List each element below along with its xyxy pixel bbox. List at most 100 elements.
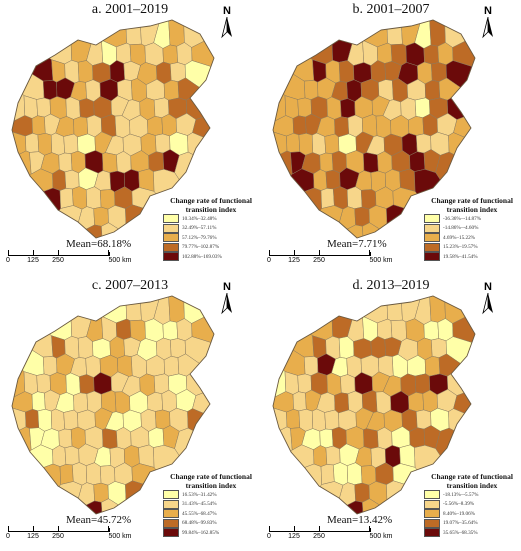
- region-cell: [285, 372, 299, 395]
- scale-label: 250: [313, 533, 325, 540]
- legend-label: -14.86%–-4.60%: [443, 225, 478, 231]
- legend-item: 19.07%–35.64%: [424, 519, 520, 529]
- region-cell: [340, 99, 355, 118]
- mean-value: Mean=45.72%: [66, 514, 131, 526]
- region-cell: [60, 464, 73, 484]
- legend-label: 8.40%–19.06%: [443, 511, 475, 517]
- region-cell: [0, 445, 53, 486]
- region-cell: [25, 133, 38, 152]
- region-cell: [162, 114, 177, 136]
- region-cell: [454, 94, 521, 164]
- scale-label: 125: [27, 257, 39, 264]
- region-cell: [102, 429, 117, 449]
- region-cell: [424, 45, 439, 64]
- region-cell: [59, 429, 72, 448]
- legend-title: Change rate of functional: [163, 472, 259, 481]
- region-cell: [361, 466, 376, 486]
- region-cell: [24, 96, 38, 119]
- region-cell: [326, 170, 340, 189]
- region-cell: [102, 153, 117, 173]
- scale-tick: [294, 526, 295, 531]
- north-arrow-shape: [482, 293, 494, 315]
- legend-swatch: [163, 509, 179, 518]
- scale-label: 250: [52, 533, 64, 540]
- region-cell: [32, 116, 45, 135]
- region-cell: [147, 116, 162, 135]
- legend-label: 99.84%–162.85%: [182, 530, 219, 536]
- region-cell: [94, 483, 109, 502]
- region-cell: [261, 427, 292, 486]
- legend-label: 15.23%–19.57%: [443, 244, 478, 250]
- north-arrow-icon: N: [476, 6, 500, 40]
- mean-value: Mean=7.71%: [327, 238, 387, 250]
- region-cell: [149, 152, 164, 172]
- region-cell: [325, 410, 339, 430]
- region-cell: [0, 427, 31, 486]
- legend-item: 8.40%–19.06%: [424, 509, 520, 519]
- legend-title: transition index: [424, 481, 520, 490]
- scale-bar-line: [8, 528, 110, 532]
- scale-label: 125: [27, 533, 39, 540]
- region-cell: [163, 321, 178, 340]
- region-cell: [410, 428, 425, 448]
- region-cell: [164, 80, 179, 100]
- scale-bar-line: [269, 528, 371, 532]
- region-cell: [24, 372, 38, 395]
- region-cell: [304, 356, 318, 375]
- region-cell: [79, 375, 94, 394]
- legend-swatch: [424, 243, 440, 252]
- region-cell: [164, 356, 179, 376]
- scale-label: 500 km: [109, 257, 132, 264]
- region-cell: [304, 80, 318, 99]
- region-cell: [327, 373, 341, 396]
- legend-label: -36.36%–-14.87%: [443, 216, 481, 222]
- region-cell: [193, 370, 261, 440]
- legend-item: 19.58%–41.54%: [424, 252, 520, 262]
- region-cell: [261, 169, 314, 210]
- region-cell: [321, 464, 334, 484]
- region-cell: [371, 60, 386, 82]
- legend-item: -14.86%–-4.60%: [424, 224, 520, 234]
- legend-label: 68.48%–99.83%: [182, 520, 217, 526]
- region-cell: [298, 374, 312, 393]
- region-cell: [377, 43, 392, 63]
- region-cell: [74, 393, 88, 413]
- region-cell: [298, 98, 312, 117]
- region-cell: [193, 94, 261, 164]
- legend-swatch: [163, 500, 179, 509]
- region-cell: [410, 152, 425, 172]
- legend-title: transition index: [424, 205, 520, 214]
- north-arrow-icon: N: [215, 282, 239, 316]
- mean-value: Mean=13.42%: [327, 514, 392, 526]
- legend-item: 10.34%–32.48%: [163, 214, 259, 224]
- legend-label: -18.13%–-5.57%: [443, 492, 478, 498]
- scale-label: 500 km: [370, 533, 393, 540]
- region-cell: [38, 133, 52, 155]
- legend-item: -5.56%–8.39%: [424, 500, 520, 510]
- region-cell: [65, 170, 79, 189]
- region-cell: [415, 98, 430, 118]
- region-cell: [154, 374, 169, 394]
- region-cell: [66, 97, 80, 120]
- region-cell: [299, 409, 313, 431]
- legend-label: 16.53%–31.42%: [182, 492, 217, 498]
- legend-item: 4.69%–15.22%: [424, 233, 520, 243]
- region-cell: [347, 463, 362, 485]
- scale-label: 500 km: [109, 533, 132, 540]
- legend-swatch: [424, 500, 440, 509]
- legend-label: 19.58%–41.54%: [443, 254, 478, 260]
- legend-swatch: [424, 528, 440, 537]
- legend-label: 32.49%–57.11%: [182, 225, 216, 231]
- scale-tick: [8, 250, 9, 255]
- region-cell: [32, 392, 45, 411]
- region-cell: [188, 409, 261, 468]
- legend-title: transition index: [163, 205, 259, 214]
- region-cell: [186, 88, 260, 120]
- region-cell: [321, 188, 334, 208]
- region-cell: [320, 153, 333, 172]
- region-cell: [355, 483, 370, 502]
